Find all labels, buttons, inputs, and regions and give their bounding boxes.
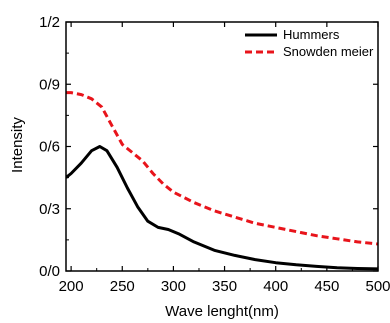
legend-label-1: Snowden meier bbox=[283, 44, 374, 59]
x-axis-title: Wave lenght(nm) bbox=[165, 303, 279, 320]
y-tick-label: 1/2 bbox=[39, 14, 60, 31]
plot-area bbox=[66, 91, 378, 271]
y-tick-label: 0/9 bbox=[39, 76, 60, 93]
x-tick-label: 450 bbox=[314, 278, 339, 295]
x-tick-label: 350 bbox=[212, 278, 237, 295]
y-tick-label: 0/0 bbox=[39, 263, 60, 280]
x-tick-label: 250 bbox=[110, 278, 135, 295]
series-line-1 bbox=[66, 91, 378, 246]
x-tick-label: 300 bbox=[161, 278, 186, 295]
y-tick-label: 0/3 bbox=[39, 201, 60, 218]
legend: Hummers Snowden meier bbox=[245, 27, 374, 59]
series-line-0 bbox=[66, 145, 378, 271]
axes: 200 250 300 350 400 450 500 0/0 0/3 0/6 0/9 1/2 bbox=[39, 14, 390, 295]
x-tick-label: 500 bbox=[365, 278, 390, 295]
x-tick-label: 400 bbox=[263, 278, 288, 295]
legend-label-0: Hummers bbox=[283, 27, 340, 42]
y-tick-label: 0/6 bbox=[39, 139, 60, 156]
x-tick-label: 200 bbox=[59, 278, 84, 295]
plot-frame bbox=[65, 21, 379, 272]
y-axis-title: Intensity bbox=[9, 117, 26, 173]
